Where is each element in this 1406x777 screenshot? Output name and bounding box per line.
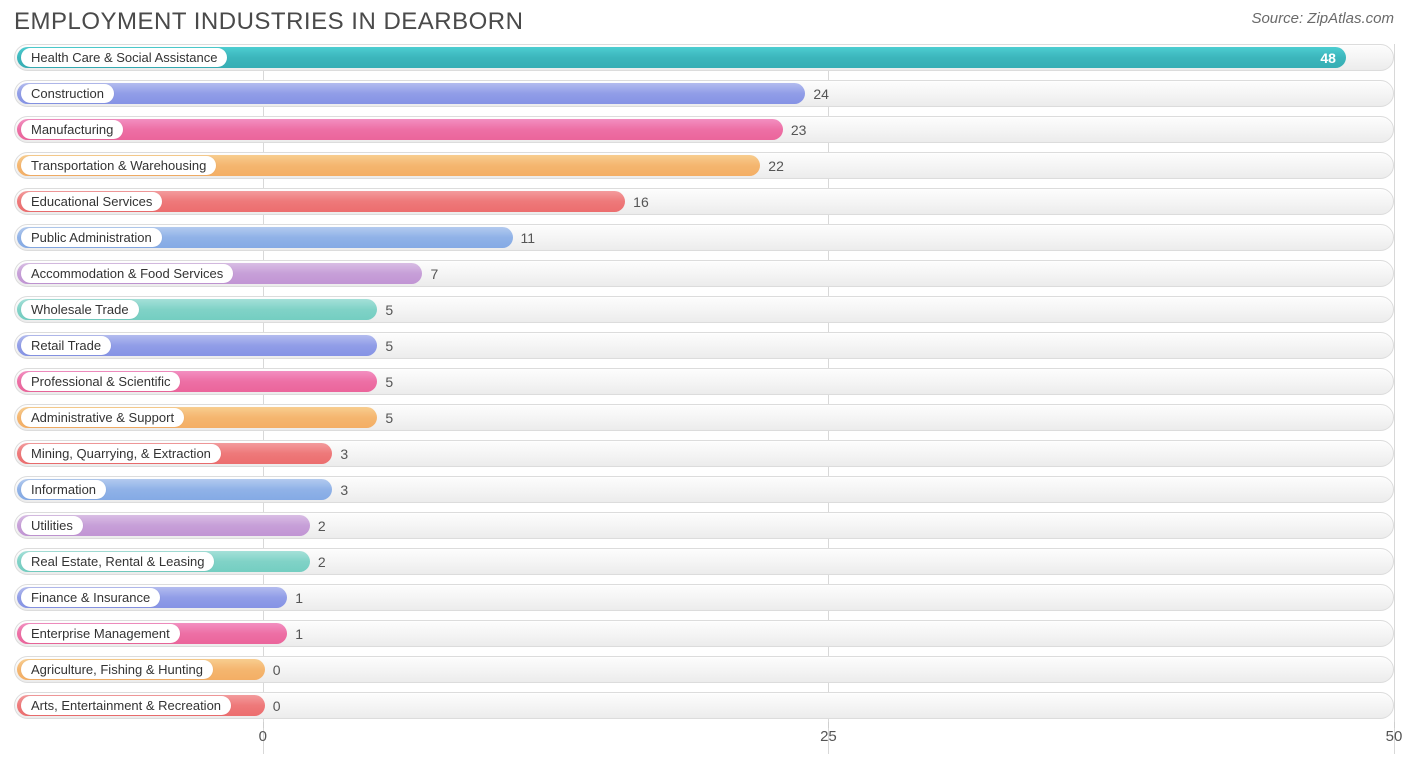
bar-fill: Enterprise Management1 [17,623,287,644]
bar-label-pill: Construction [21,84,114,103]
bar-label-pill: Information [21,480,106,499]
bar-label-pill: Enterprise Management [21,624,180,643]
bar-label-pill: Utilities [21,516,83,535]
bar-value-inside: 48 [1320,50,1336,66]
gridline [1394,44,1395,754]
bar-fill: Mining, Quarrying, & Extraction3 [17,443,332,464]
chart-header: EMPLOYMENT INDUSTRIES IN DEARBORN Source… [14,8,1394,36]
bar-track: Mining, Quarrying, & Extraction 3 [14,440,1394,467]
bar-label-pill: Transportation & Warehousing [21,156,216,175]
bar-fill: Wholesale Trade5 [17,299,377,320]
bar-track: Health Care & Social Assistance 48 [14,44,1394,71]
bar-fill: Professional & Scientific5 [17,371,377,392]
bar-label-pill: Health Care & Social Assistance [21,48,227,67]
bar-fill: Public Administration11 [17,227,513,248]
bar-fill: Administrative & Support5 [17,407,377,428]
bar-value-outside: 1 [295,590,303,606]
bar-value-outside: 0 [273,698,281,714]
bar-label-pill: Accommodation & Food Services [21,264,233,283]
bar-track: Manufacturing 23 [14,116,1394,143]
bar-value-outside: 11 [521,230,536,246]
x-axis: 02550 [14,728,1394,754]
bar-value-outside: 0 [273,662,281,678]
bar-fill: Utilities2 [17,515,310,536]
bar-track: Public Administration 11 [14,224,1394,251]
bar-fill: Retail Trade5 [17,335,377,356]
bar-fill: Finance & Insurance1 [17,587,287,608]
bar-fill: Educational Services16 [17,191,625,212]
chart-plot-area: Health Care & Social Assistance 48 Constru… [14,44,1394,754]
bar-track: Finance & Insurance 1 [14,584,1394,611]
bar-track: Construction 24 [14,80,1394,107]
bar-label-pill: Manufacturing [21,120,123,139]
bar-label-pill: Mining, Quarrying, & Extraction [21,444,221,463]
bar-track: Accommodation & Food Services 7 [14,260,1394,287]
bar-fill: Construction24 [17,83,805,104]
bar-fill: Health Care & Social Assistance 48 [17,47,1346,68]
x-tick-label: 25 [820,728,837,745]
bar-track: Arts, Entertainment & Recreation 0 [14,692,1394,719]
bar-label-pill: Public Administration [21,228,162,247]
bar-track: Wholesale Trade 5 [14,296,1394,323]
bar-track: Educational Services 16 [14,188,1394,215]
bar-value-outside: 5 [385,374,393,390]
bar-track: Real Estate, Rental & Leasing 2 [14,548,1394,575]
x-tick-label: 50 [1386,728,1403,745]
bar-value-outside: 1 [295,626,303,642]
bar-value-outside: 24 [813,86,829,102]
bar-label-pill: Real Estate, Rental & Leasing [21,552,214,571]
bar-label-pill: Educational Services [21,192,162,211]
bar-fill: Real Estate, Rental & Leasing2 [17,551,310,572]
bar-label-pill: Professional & Scientific [21,372,180,391]
bar-fill: Manufacturing23 [17,119,783,140]
bar-value-outside: 3 [340,446,348,462]
bar-label-pill: Agriculture, Fishing & Hunting [21,660,213,679]
bar-label-pill: Administrative & Support [21,408,184,427]
bar-label-pill: Finance & Insurance [21,588,160,607]
bar-fill: Information3 [17,479,332,500]
bar-value-outside: 22 [768,158,784,174]
chart-source: Source: ZipAtlas.com [1251,8,1394,27]
bar-value-outside: 7 [430,266,438,282]
bar-fill: Accommodation & Food Services7 [17,263,422,284]
bar-fill: Transportation & Warehousing22 [17,155,760,176]
bar-value-outside: 5 [385,338,393,354]
chart-title: EMPLOYMENT INDUSTRIES IN DEARBORN [14,8,523,36]
bar-value-outside: 2 [318,518,326,534]
bar-fill: Arts, Entertainment & Recreation0 [17,695,265,716]
bar-track: Information 3 [14,476,1394,503]
bar-value-outside: 5 [385,302,393,318]
bar-value-outside: 23 [791,122,807,138]
bar-value-outside: 3 [340,482,348,498]
bar-track: Utilities 2 [14,512,1394,539]
bar-label-pill: Wholesale Trade [21,300,139,319]
x-tick-label: 0 [259,728,267,745]
bar-value-outside: 2 [318,554,326,570]
bar-label-pill: Retail Trade [21,336,111,355]
bar-track: Administrative & Support 5 [14,404,1394,431]
bar-track: Retail Trade 5 [14,332,1394,359]
bar-value-outside: 16 [633,194,649,210]
bar-value-outside: 5 [385,410,393,426]
bar-track: Transportation & Warehousing 22 [14,152,1394,179]
bar-track: Professional & Scientific 5 [14,368,1394,395]
bar-label-pill: Arts, Entertainment & Recreation [21,696,231,715]
bar-container: Health Care & Social Assistance 48 Constru… [14,44,1394,719]
bar-fill: Agriculture, Fishing & Hunting0 [17,659,265,680]
bar-track: Agriculture, Fishing & Hunting 0 [14,656,1394,683]
bar-track: Enterprise Management 1 [14,620,1394,647]
